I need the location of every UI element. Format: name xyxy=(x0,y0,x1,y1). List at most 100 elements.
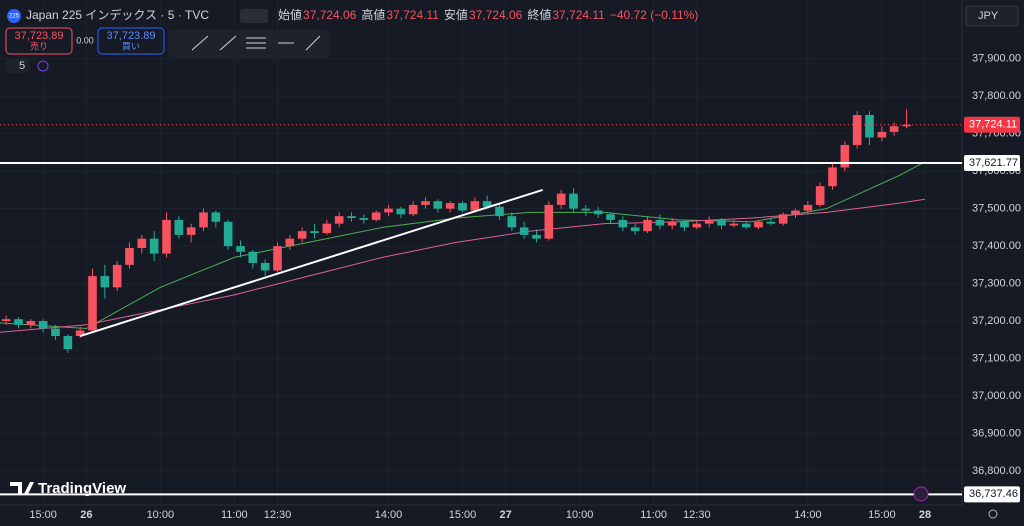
y-tick-label: 36,800.00 xyxy=(972,465,1021,477)
candle-body xyxy=(606,214,615,220)
candle-body xyxy=(556,193,566,205)
indicator-icon[interactable] xyxy=(37,60,49,72)
candle-body xyxy=(137,238,147,249)
ohlc-name: 安値 xyxy=(444,7,468,22)
ohlc-name: 高値 xyxy=(361,7,385,22)
candle-body xyxy=(482,201,492,207)
x-tick-label: 15:00 xyxy=(449,509,477,521)
candle-body xyxy=(581,208,591,211)
candle-body xyxy=(1,319,11,322)
candle-body xyxy=(630,227,640,232)
candle-body xyxy=(519,227,529,235)
change: −40.72 (−0.11%) xyxy=(610,8,699,22)
candle-body xyxy=(544,204,554,239)
candle-body xyxy=(828,167,837,187)
x-tick-label: 14:00 xyxy=(794,509,822,521)
ohlc-name: 終値 xyxy=(527,7,551,22)
candle-body xyxy=(692,223,702,228)
candle-body xyxy=(877,131,887,138)
moving-average xyxy=(0,161,926,330)
sell-label: 売り xyxy=(30,40,48,51)
candle-body xyxy=(680,221,689,228)
candle-body xyxy=(643,219,652,232)
candle-body xyxy=(75,330,85,337)
price-label: 37,621.77 xyxy=(969,157,1018,169)
candle-body xyxy=(408,204,418,215)
candle-body xyxy=(421,201,430,205)
settings-icon[interactable] xyxy=(988,509,998,519)
ohlc-value: 37,724.06 xyxy=(303,8,357,22)
candle-body xyxy=(902,124,911,127)
candle-body xyxy=(593,210,603,215)
candle-body xyxy=(285,238,295,247)
candle-body xyxy=(865,115,874,138)
interval-box[interactable] xyxy=(6,59,30,73)
candle-body xyxy=(51,328,60,337)
x-tick-label: 26 xyxy=(80,509,92,521)
candle-body xyxy=(223,221,233,247)
candle-body xyxy=(507,216,517,228)
candle-body xyxy=(149,238,159,254)
candle-body xyxy=(236,246,245,252)
candle-body xyxy=(741,223,751,228)
symbol-title[interactable]: Japan 225 インデックス · 5 · TVC xyxy=(26,7,209,22)
y-tick-label: 37,400.00 xyxy=(972,240,1021,252)
currency-button[interactable] xyxy=(965,5,1019,27)
buy-button[interactable] xyxy=(97,27,165,55)
candle-body xyxy=(112,264,122,288)
candle-body xyxy=(100,276,110,288)
y-tick-label: 36,900.00 xyxy=(972,427,1021,439)
visibility-toggle[interactable] xyxy=(240,9,268,23)
x-tick-label: 15:00 xyxy=(29,509,57,521)
candle-body xyxy=(322,223,332,234)
candle-body xyxy=(717,219,726,226)
candle-body xyxy=(174,219,184,235)
candle-body xyxy=(211,212,221,222)
candle-body xyxy=(840,144,850,168)
tool-icons[interactable] xyxy=(191,35,321,51)
currency: JPY xyxy=(978,10,999,22)
candle-body xyxy=(199,212,208,228)
x-tick-label: 12:30 xyxy=(683,509,711,521)
candle-body xyxy=(38,321,48,329)
spread: 0.00 xyxy=(76,35,94,45)
candle-body xyxy=(754,221,763,228)
candle-body xyxy=(803,204,813,211)
x-tick-label: 10:00 xyxy=(147,509,175,521)
x-tick-label: 28 xyxy=(919,509,931,521)
candle-body xyxy=(162,219,171,254)
candle-body xyxy=(186,227,196,235)
price-label-box xyxy=(964,155,1020,172)
x-tick-label: 11:00 xyxy=(221,509,248,521)
candle-body xyxy=(618,219,628,228)
trend-line xyxy=(79,188,543,337)
y-tick-label: 37,200.00 xyxy=(972,315,1021,327)
y-tick-label: 37,300.00 xyxy=(972,278,1021,290)
candle-body xyxy=(334,216,344,224)
candle-body xyxy=(347,216,356,219)
candle-body xyxy=(359,218,369,220)
candle-body xyxy=(458,203,467,211)
sell-price: 37,723.89 xyxy=(15,30,64,42)
sell-button[interactable] xyxy=(5,27,73,55)
logo: TradingView xyxy=(38,480,126,497)
candle-body xyxy=(260,262,270,271)
price-label: 36,737.46 xyxy=(969,488,1018,500)
candle-body xyxy=(310,231,319,234)
candle-body xyxy=(704,219,714,224)
badge-text: 225 xyxy=(9,14,20,20)
logo-icon xyxy=(10,482,34,494)
candle-body xyxy=(26,321,36,325)
candle-body xyxy=(248,251,258,263)
flash-icon[interactable] xyxy=(913,486,929,502)
interval: 5 xyxy=(19,60,25,72)
price-label-box xyxy=(964,486,1020,503)
candle-body xyxy=(791,210,800,215)
last-price-box xyxy=(964,116,1020,133)
candle-body xyxy=(88,276,97,331)
candle-body xyxy=(655,219,665,226)
x-tick-label: 27 xyxy=(500,509,512,521)
symbol-badge[interactable] xyxy=(7,9,21,23)
candle-body xyxy=(396,208,406,215)
